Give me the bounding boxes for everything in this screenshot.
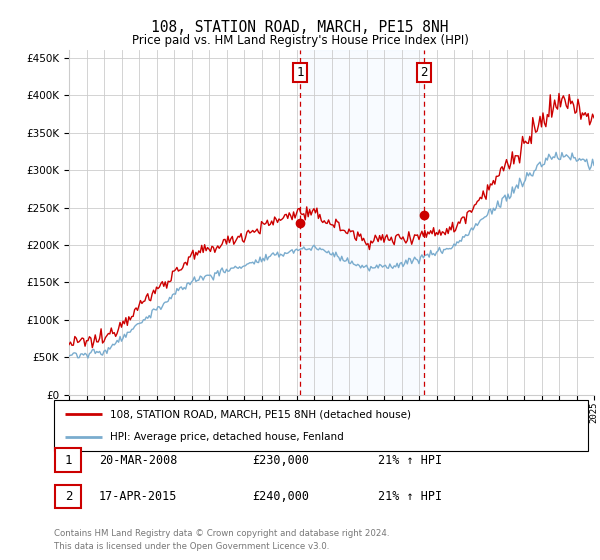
Text: 108, STATION ROAD, MARCH, PE15 8NH (detached house): 108, STATION ROAD, MARCH, PE15 8NH (deta… — [110, 409, 411, 419]
Text: £240,000: £240,000 — [252, 490, 309, 503]
Text: 2: 2 — [421, 67, 428, 80]
Text: 1: 1 — [296, 67, 304, 80]
Text: 21% ↑ HPI: 21% ↑ HPI — [378, 454, 442, 466]
Text: 21% ↑ HPI: 21% ↑ HPI — [378, 490, 442, 503]
Text: 108, STATION ROAD, MARCH, PE15 8NH: 108, STATION ROAD, MARCH, PE15 8NH — [151, 20, 449, 35]
Text: This data is licensed under the Open Government Licence v3.0.: This data is licensed under the Open Gov… — [54, 542, 329, 550]
Text: 20-MAR-2008: 20-MAR-2008 — [99, 454, 178, 466]
FancyBboxPatch shape — [55, 448, 82, 472]
Bar — [301, 50, 424, 395]
Text: Contains HM Land Registry data © Crown copyright and database right 2024.: Contains HM Land Registry data © Crown c… — [54, 529, 389, 538]
Text: 2: 2 — [65, 490, 72, 503]
Text: Price paid vs. HM Land Registry's House Price Index (HPI): Price paid vs. HM Land Registry's House … — [131, 34, 469, 46]
Text: 1: 1 — [65, 454, 72, 466]
Text: 17-APR-2015: 17-APR-2015 — [99, 490, 178, 503]
Text: HPI: Average price, detached house, Fenland: HPI: Average price, detached house, Fenl… — [110, 432, 344, 442]
Text: £230,000: £230,000 — [252, 454, 309, 466]
FancyBboxPatch shape — [54, 400, 588, 451]
FancyBboxPatch shape — [55, 484, 82, 508]
